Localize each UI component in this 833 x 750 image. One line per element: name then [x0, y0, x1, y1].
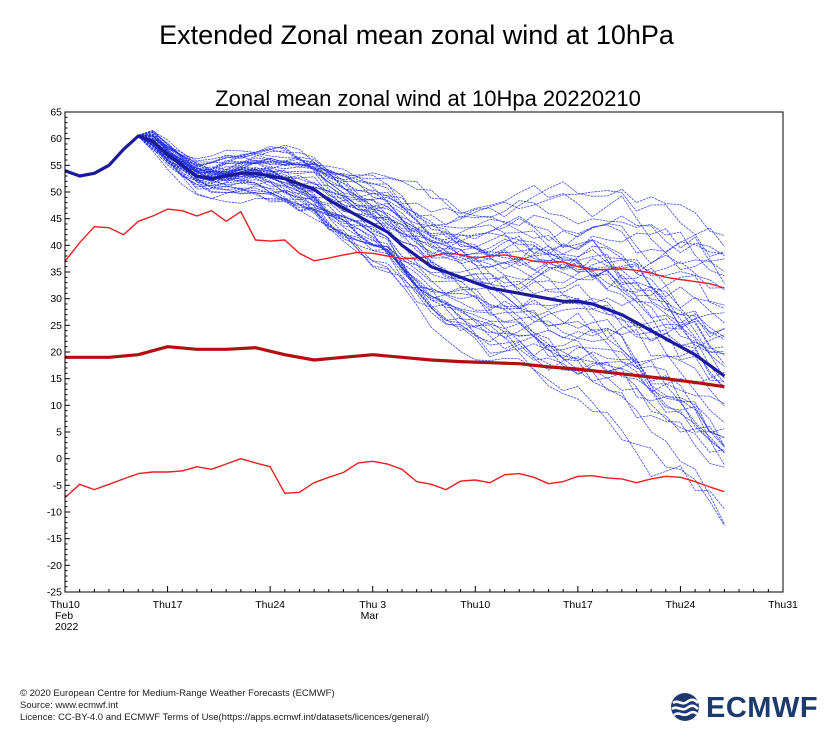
y-tick-label: 60: [50, 133, 62, 145]
source-text: Source: www.ecmwf.int: [20, 700, 119, 711]
x-tick-label: Thu10: [50, 599, 80, 611]
x-tick-label: Thu 3: [359, 599, 386, 611]
licence-text: Licence: CC-BY-4.0 and ECMWF Terms of Us…: [20, 712, 430, 723]
ensemble-member-line: [64, 135, 725, 453]
climatology-upper-line: [64, 208, 725, 289]
ensemble-member-line: [64, 135, 725, 393]
y-tick-label: -25: [47, 587, 62, 599]
x-tick-label: Thu10: [460, 599, 490, 611]
y-tick-label: -10: [47, 507, 62, 519]
ensemble-member-line: [64, 135, 725, 466]
x-tick-sublabel: Mar: [361, 610, 380, 622]
y-tick-label: 65: [50, 107, 62, 119]
ensemble-member-line: [64, 134, 725, 468]
y-tick-label: 55: [50, 160, 62, 172]
footer: © 2020 European Centre for Medium-Range …: [20, 688, 429, 724]
ensemble-member-line: [64, 135, 725, 354]
y-tick-label: 20: [50, 347, 62, 359]
ensemble-member-line: [64, 135, 725, 324]
climatology-mean-line: [65, 345, 725, 389]
y-tick-label: -15: [47, 533, 62, 545]
y-tick-label: 15: [50, 373, 62, 385]
y-tick-label: 10: [50, 400, 62, 412]
ecmwf-logo: ECMWF: [668, 690, 818, 726]
ensemble-member-line: [64, 135, 725, 453]
axes: -25 -20 -15 -10 -5 0 5 10 15 20 25 30 35 40 45 50 55 60 65…: [47, 107, 798, 634]
ensemble-member-line: [64, 133, 725, 256]
y-tick-label: -20: [47, 560, 62, 572]
ensemble-member-line: [64, 135, 725, 448]
ensemble-member-line: [64, 135, 725, 438]
x-tick-sublabel: 2022: [55, 621, 79, 633]
ensemble-member-line: [64, 135, 725, 254]
chart-title: Zonal mean zonal wind at 10Hpa 20220210: [215, 86, 641, 111]
plot-frame: [64, 111, 784, 593]
y-tick-label: -5: [53, 480, 62, 492]
ensemble-member-line: [64, 135, 725, 439]
ensemble-member-line: [64, 135, 725, 367]
climatology-lower-line: [64, 458, 725, 499]
plot-area: [64, 129, 726, 526]
y-tick-label: 25: [50, 320, 62, 332]
page-title: Extended Zonal mean zonal wind at 10hPa: [159, 20, 674, 50]
x-tick-label: Thu24: [666, 599, 696, 611]
x-tick-label: Thu31: [768, 599, 798, 611]
ensemble-member-line: [64, 135, 725, 448]
ensemble-member-line: [64, 135, 725, 262]
ensemble-member-line: [64, 135, 725, 365]
ensemble-member-line: [64, 135, 725, 309]
ensemble-member-line: [64, 135, 725, 340]
ensemble-member-line: [64, 135, 725, 453]
y-tick-label: 40: [50, 240, 62, 252]
ensemble-member-line: [64, 135, 725, 509]
ensemble-member-line: [64, 131, 725, 349]
y-tick-label: 0: [56, 453, 62, 465]
ensemble-member-line: [64, 135, 725, 236]
ensemble-member-line: [64, 135, 725, 453]
ensemble-member-line: [64, 132, 725, 289]
y-tick-label: 35: [50, 267, 62, 279]
x-tick-label: Thu24: [255, 599, 285, 611]
ensemble-member-line: [64, 133, 725, 306]
ensemble-member-line: [64, 132, 725, 382]
copyright-text: © 2020 European Centre for Medium-Range …: [20, 688, 335, 699]
ensemble-mean-line: [64, 134, 726, 378]
x-tick-label: Thu17: [563, 599, 593, 611]
ensemble-member-line: [64, 135, 725, 255]
ensemble-member-line: [64, 135, 725, 284]
ensemble-member-line: [64, 135, 725, 258]
y-tick-label: 50: [50, 187, 62, 199]
ensemble-member-line: [64, 135, 725, 330]
x-tick-sublabel: Feb: [55, 610, 73, 622]
zonal-wind-chart: Zonal mean zonal wind at 10Hpa 20220210 …: [47, 86, 798, 634]
y-tick-label: 30: [50, 293, 62, 305]
x-tick-label: Thu17: [153, 599, 183, 611]
ecmwf-logo-text: ECMWF: [706, 692, 819, 724]
y-tick-label: 5: [56, 427, 62, 439]
y-tick-label: 45: [50, 213, 62, 225]
ecmwf-logo-icon: [671, 693, 699, 721]
